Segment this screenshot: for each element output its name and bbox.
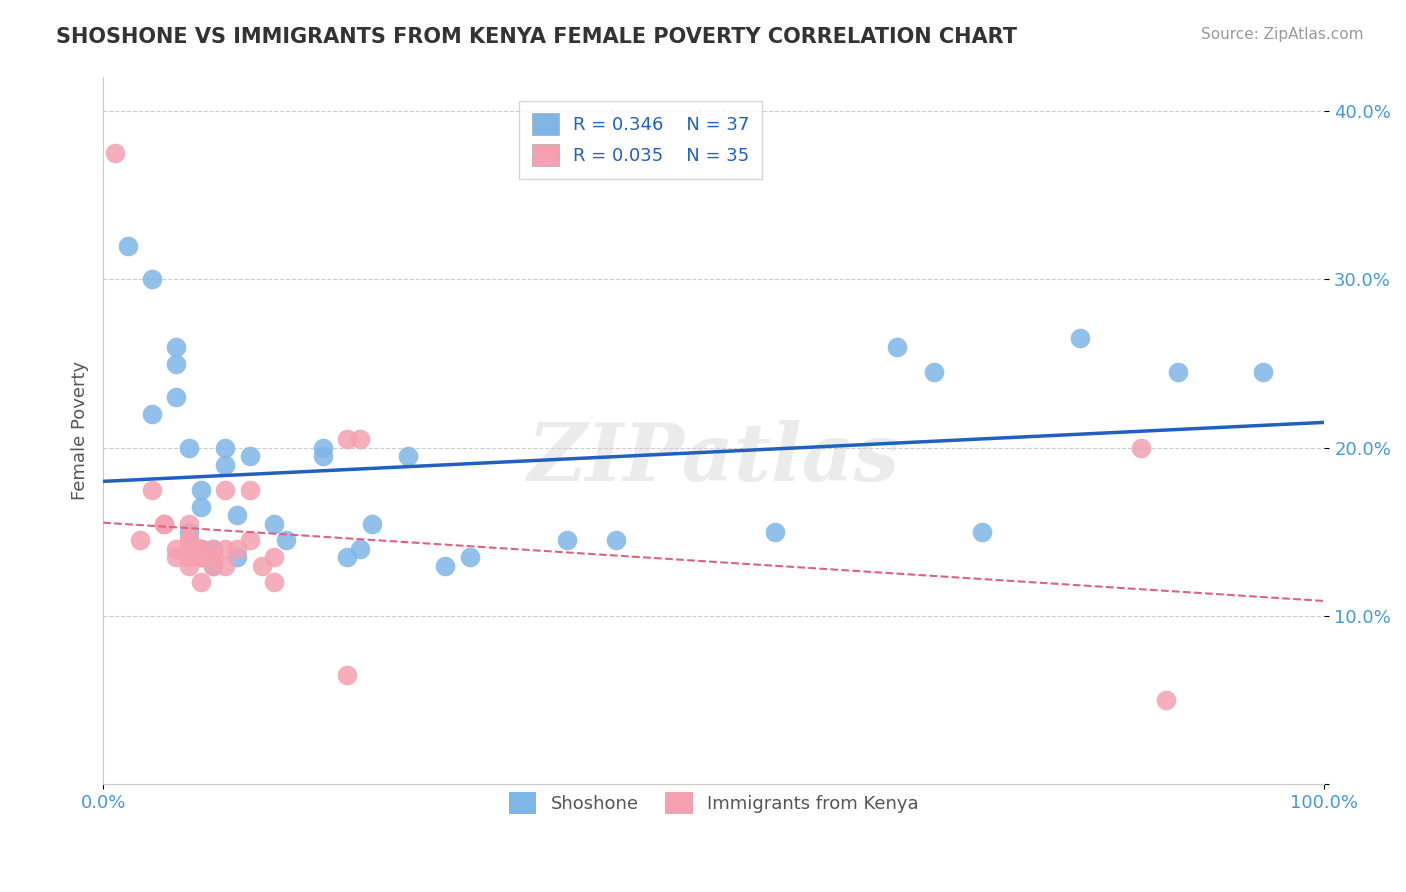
Point [165,550,187,565]
Point [763,524,786,539]
Point [263,516,285,531]
Point [214,558,236,573]
Point [177,533,200,548]
Point [312,441,335,455]
Point [165,541,187,556]
Point [605,533,627,548]
Point [141,483,163,497]
Point [214,541,236,556]
Point [202,558,225,573]
Point [312,449,335,463]
Point [972,524,994,539]
Point [202,558,225,573]
Point [165,390,187,404]
Point [190,575,212,590]
Point [202,541,225,556]
Point [263,575,285,590]
Point [336,550,359,565]
Point [141,407,163,421]
Point [214,458,236,472]
Point [202,550,225,565]
Point [1167,365,1189,379]
Y-axis label: Female Poverty: Female Poverty [72,361,89,500]
Point [226,508,249,522]
Point [177,541,200,556]
Point [117,239,139,253]
Point [226,550,249,565]
Point [104,146,127,161]
Point [263,550,285,565]
Point [165,357,187,371]
Point [177,441,200,455]
Legend: Shoshone, Immigrants from Kenya: Shoshone, Immigrants from Kenya [498,781,929,825]
Point [336,433,359,447]
Point [165,340,187,354]
Point [239,533,262,548]
Point [190,483,212,497]
Point [190,541,212,556]
Point [141,272,163,286]
Point [214,483,236,497]
Point [202,541,225,556]
Text: ZIPatlas: ZIPatlas [527,420,900,498]
Text: Source: ZipAtlas.com: Source: ZipAtlas.com [1201,27,1364,42]
Point [886,340,908,354]
Text: SHOSHONE VS IMMIGRANTS FROM KENYA FEMALE POVERTY CORRELATION CHART: SHOSHONE VS IMMIGRANTS FROM KENYA FEMALE… [56,27,1017,46]
Point [177,516,200,531]
Point [190,550,212,565]
Point [239,483,262,497]
Point [1130,441,1153,455]
Point [128,533,150,548]
Point [250,558,273,573]
Point [177,524,200,539]
Point [360,516,382,531]
Point [226,541,249,556]
Point [349,541,371,556]
Point [190,550,212,565]
Point [153,516,176,531]
Point [276,533,298,548]
Point [1154,693,1177,707]
Point [190,541,212,556]
Point [153,516,176,531]
Point [398,449,420,463]
Point [434,558,457,573]
Point [555,533,578,548]
Point [239,449,262,463]
Point [922,365,945,379]
Point [190,541,212,556]
Point [336,668,359,682]
Point [458,550,481,565]
Point [214,441,236,455]
Point [177,550,200,565]
Point [1253,365,1275,379]
Point [349,433,371,447]
Point [177,558,200,573]
Point [1069,331,1091,345]
Point [190,500,212,514]
Point [177,533,200,548]
